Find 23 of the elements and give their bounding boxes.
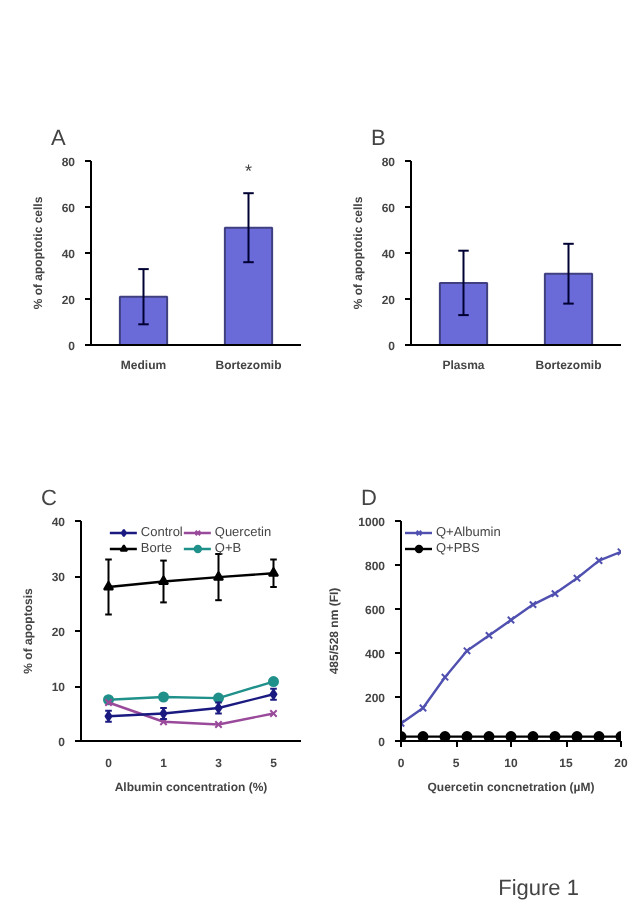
point: [461, 731, 473, 741]
point: [417, 731, 429, 741]
point: [158, 691, 169, 703]
point: [571, 731, 583, 741]
point: [594, 556, 604, 565]
point: [505, 731, 517, 741]
point: [572, 574, 582, 583]
point: [418, 703, 428, 713]
point: [214, 720, 223, 729]
point: [549, 731, 561, 741]
point: [462, 646, 472, 655]
chart-title: A: [51, 127, 67, 151]
chart-title: B: [371, 127, 386, 151]
point: [440, 673, 450, 682]
point: [593, 731, 605, 741]
chart-title: D: [361, 487, 377, 511]
annotation: *: [245, 161, 253, 182]
point: [527, 731, 539, 741]
point: [483, 731, 495, 741]
chart-title: C: [41, 487, 57, 511]
caption: Figure 1: [498, 877, 579, 901]
point: [439, 731, 451, 741]
point: [506, 615, 516, 625]
